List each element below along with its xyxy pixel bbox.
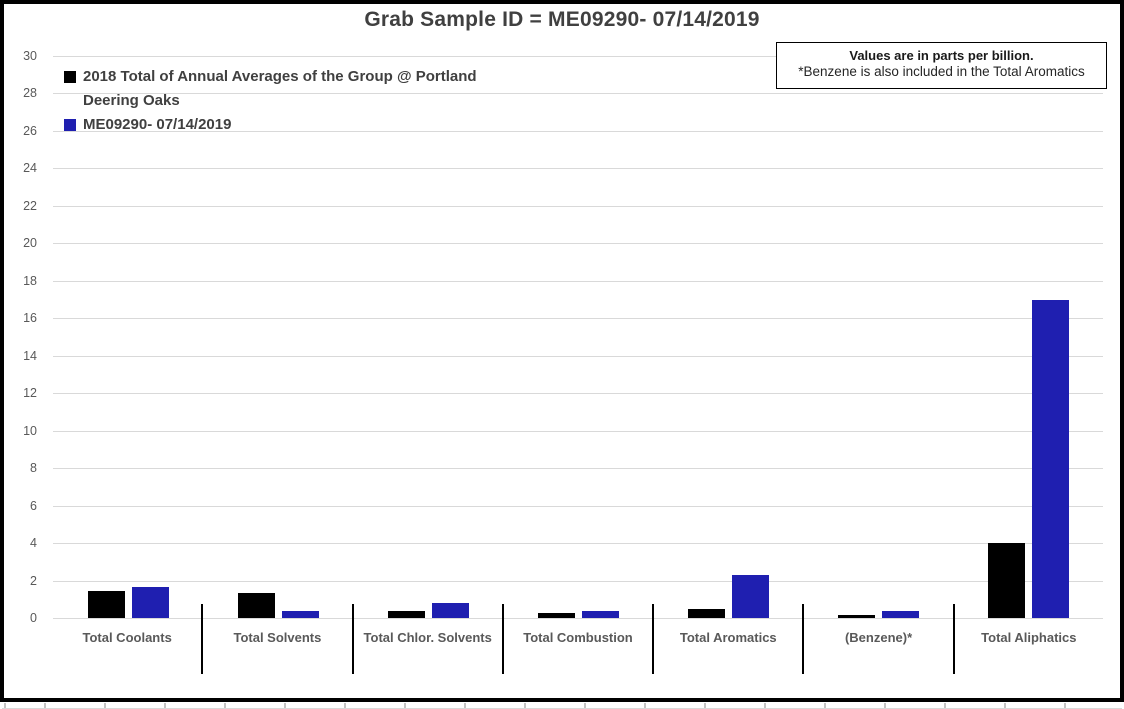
- note-box: Values are in parts per billion. *Benzen…: [776, 42, 1107, 89]
- category-cell: (Benzene)*: [804, 604, 955, 674]
- bar-series1: [281, 610, 319, 618]
- gridline: [53, 280, 1103, 282]
- bar-series0: [387, 610, 425, 618]
- bar-group: [803, 56, 953, 618]
- bars-row: [53, 56, 1103, 618]
- note-line-benzene: *Benzene is also included in the Total A…: [798, 64, 1085, 79]
- category-cell: Total Solvents: [203, 604, 354, 674]
- category-label: Total Aromatics: [679, 630, 777, 645]
- y-tick-label: 26: [23, 123, 37, 138]
- bar-series0: [687, 608, 725, 618]
- note-line-units: Values are in parts per billion.: [849, 48, 1034, 63]
- gridline: [53, 580, 1103, 582]
- gridline: [53, 430, 1103, 432]
- category-label: (Benzene)*: [844, 630, 913, 645]
- gridline: [53, 168, 1103, 170]
- bar-series1: [581, 610, 619, 618]
- bar-group: [953, 56, 1103, 618]
- bar-group: [503, 56, 653, 618]
- gridline: [53, 318, 1103, 320]
- y-tick-label: 20: [23, 236, 37, 251]
- category-label: Total Coolants: [82, 630, 172, 645]
- y-tick-label: 10: [23, 423, 37, 438]
- bar-series1: [131, 587, 169, 618]
- y-tick-label: 4: [30, 536, 37, 551]
- bar-series0: [537, 613, 575, 618]
- bar-series1: [731, 574, 769, 618]
- category-label: Total Chlor. Solvents: [363, 630, 492, 645]
- gridline: [53, 243, 1103, 245]
- legend-swatch-grab-sample: [64, 119, 76, 131]
- bar-series0: [87, 590, 125, 618]
- gridline: [53, 56, 1103, 57]
- y-tick-label: 8: [30, 461, 37, 476]
- y-tick-label: 28: [23, 86, 37, 101]
- gridline: [53, 130, 1103, 132]
- bar-series1: [1031, 299, 1069, 618]
- gridline: [53, 505, 1103, 507]
- legend-item-2018: 2018 Total of Annual Averages of the Gro…: [64, 65, 481, 113]
- category-label: Total Solvents: [233, 630, 322, 645]
- bar-series0: [237, 592, 275, 618]
- bar-group: [203, 56, 353, 618]
- bar-group: [653, 56, 803, 618]
- y-tick-label: 30: [23, 49, 37, 63]
- y-tick-label: 2: [30, 573, 37, 588]
- y-tick-label: 22: [23, 198, 37, 213]
- y-tick-label: 12: [23, 386, 37, 401]
- y-tick-label: 16: [23, 311, 37, 326]
- gridline: [53, 393, 1103, 395]
- y-tick-label: 14: [23, 348, 37, 363]
- legend: 2018 Total of Annual Averages of the Gro…: [64, 65, 481, 137]
- gridline: [53, 205, 1103, 207]
- bar-series0: [987, 543, 1025, 618]
- category-label: Total Combustion: [523, 630, 633, 645]
- next-row-sliver: [2, 703, 1122, 709]
- y-tick-label: 6: [30, 498, 37, 513]
- category-cell: Total Aliphatics: [955, 604, 1103, 674]
- gridline: [53, 93, 1103, 95]
- gridline: [53, 543, 1103, 545]
- category-axis: Total Coolants Total Solvents Total Chlor.…: [53, 604, 1103, 674]
- category-label: Total Aliphatics: [981, 630, 1077, 645]
- category-cell: Total Aromatics: [654, 604, 805, 674]
- chart-title: Grab Sample ID = ME09290- 07/14/2019: [364, 8, 760, 31]
- bar-series0: [837, 615, 875, 618]
- category-cell: Total Combustion: [504, 604, 655, 674]
- legend-swatch-2018: [64, 71, 76, 83]
- legend-label-grab-sample: ME09290- 07/14/2019: [83, 116, 232, 133]
- legend-item-grab-sample: ME09290- 07/14/2019: [64, 113, 481, 137]
- bar-group: [353, 56, 503, 618]
- gridline: [53, 355, 1103, 357]
- bar-series1: [431, 603, 469, 618]
- category-cell: Total Chlor. Solvents: [354, 604, 504, 674]
- legend-label-2018: 2018 Total of Annual Averages of the Gro…: [83, 68, 477, 109]
- y-axis-labels: 0 2 4 6 8 10 12 14 16 18 20 22 24 26 28 30: [4, 49, 44, 628]
- gridline: [53, 468, 1103, 470]
- plot-area: [53, 56, 1103, 619]
- y-tick-label: 0: [30, 611, 37, 625]
- gridline: [53, 618, 1103, 619]
- bar-group: [53, 56, 203, 618]
- y-tick-label: 24: [23, 161, 37, 176]
- bar-series1: [881, 610, 919, 618]
- category-cell: Total Coolants: [53, 604, 204, 674]
- y-tick-label: 18: [23, 273, 37, 288]
